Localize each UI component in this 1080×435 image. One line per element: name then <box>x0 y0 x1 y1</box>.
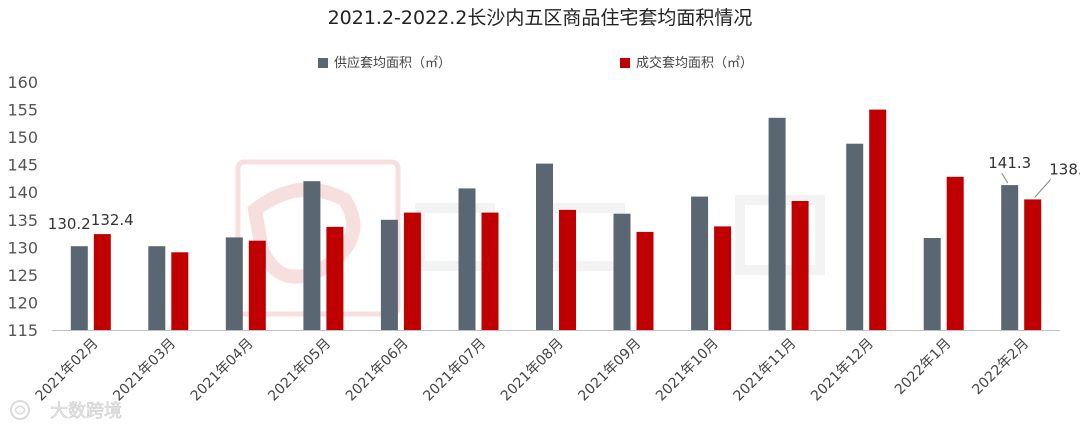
deal-bar-12 <box>946 176 964 330</box>
y-tick-label: 155 <box>7 101 38 120</box>
x-axis: 2021年02月 2021年03月 2021年04月 2021年05月 2021年06月… <box>33 330 1060 405</box>
x-tick-label: 2021年06月 <box>343 336 412 405</box>
brand-watermark: 大数跨境 <box>10 400 122 422</box>
x-tick-label: 2021年11月 <box>731 336 800 405</box>
supply-bar-11 <box>846 143 864 330</box>
bars <box>70 109 1042 330</box>
supply-bar-5 <box>380 219 398 330</box>
x-tick-label: 2021年09月 <box>575 336 644 405</box>
x-tick-label: 2022年1月 <box>892 336 955 399</box>
deal-bar-8 <box>636 231 654 330</box>
y-tick-label: 140 <box>7 183 38 202</box>
x-tick-label: 2022年2月 <box>969 336 1032 399</box>
deal-bar-2 <box>171 252 189 330</box>
supply-bar-7 <box>536 163 553 330</box>
x-tick-label: 2021年03月 <box>110 336 179 405</box>
legend-swatch-supply <box>318 58 328 68</box>
deal-bar-10 <box>791 201 809 330</box>
legend-swatch-deal <box>620 58 630 68</box>
deal-bar-4 <box>326 226 344 330</box>
deal-bar-11 <box>869 109 887 330</box>
legend: 供应套均面积（㎡） 成交套均面积（㎡） <box>318 55 753 71</box>
x-tick-label: 2021年10月 <box>653 336 722 405</box>
legend-label-deal: 成交套均面积（㎡） <box>636 55 753 71</box>
data-label: 141.3 <box>988 154 1031 172</box>
y-axis: 115 120 125 130 135 140 145 150 155 160 <box>7 73 38 340</box>
y-tick-label: 125 <box>7 266 38 285</box>
deal-bar-1 <box>93 234 111 330</box>
y-tick-label: 145 <box>7 156 38 175</box>
data-label-leader <box>1034 179 1052 198</box>
x-tick-label: 2021年08月 <box>498 336 567 405</box>
y-tick-label: 130 <box>7 238 38 257</box>
supply-bar-3 <box>225 237 243 330</box>
data-label: 138.7 <box>1049 160 1080 178</box>
y-tick-label: 120 <box>7 293 38 312</box>
supply-bar-4 <box>303 181 321 330</box>
supply-bar-6 <box>458 188 476 330</box>
supply-bar-2 <box>148 246 166 330</box>
brand-logo-icon <box>10 400 30 420</box>
x-tick-label: 2021年07月 <box>420 336 489 405</box>
legend-label-supply: 供应套均面积（㎡） <box>334 55 451 71</box>
supply-bar-13 <box>1001 185 1019 330</box>
supply-bar-12 <box>923 238 941 330</box>
deal-bar-9 <box>714 226 732 330</box>
y-tick-label: 160 <box>7 73 38 92</box>
supply-bar-9 <box>691 196 709 330</box>
y-tick-label: 115 <box>7 321 38 340</box>
data-label: 130.2 <box>48 215 91 233</box>
data-label: 132.4 <box>91 211 134 229</box>
background-logo-watermark <box>235 159 825 317</box>
deal-bar-7 <box>559 209 576 330</box>
chart-title: 2021.2-2022.2长沙内五区商品住宅套均面积情况 <box>328 7 753 29</box>
y-tick-label: 150 <box>7 128 38 147</box>
deal-bar-6 <box>481 212 499 330</box>
deal-bar-5 <box>403 212 421 330</box>
supply-bar-8 <box>613 213 631 330</box>
x-tick-label: 2021年04月 <box>188 336 257 405</box>
brand-watermark-text: 大数跨境 <box>50 401 122 422</box>
deal-bar-13 <box>1024 199 1042 330</box>
supply-bar-10 <box>768 117 786 330</box>
y-tick-label: 135 <box>7 211 38 230</box>
x-tick-label: 2021年12月 <box>808 336 877 405</box>
data-label-leader <box>1001 172 1009 184</box>
x-tick-label: 2021年02月 <box>33 336 102 405</box>
x-tick-label: 2021年05月 <box>265 336 334 405</box>
deal-bar-3 <box>248 240 266 330</box>
supply-bar-1 <box>70 246 88 330</box>
